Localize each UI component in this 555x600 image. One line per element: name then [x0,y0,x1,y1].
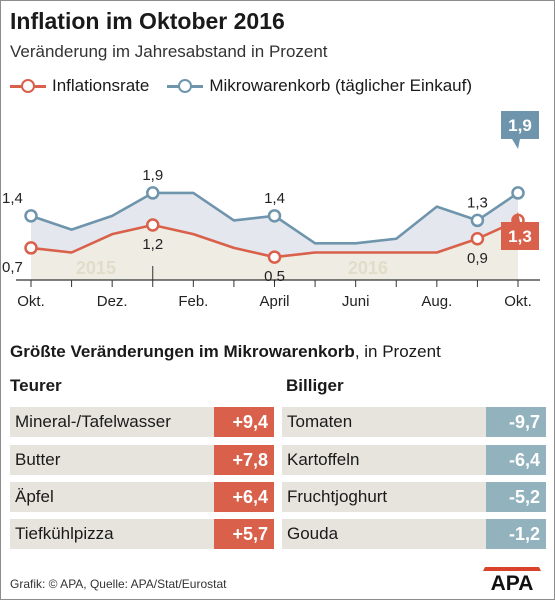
mikro-marker [267,209,282,223]
x-tick-label: Feb. [178,293,208,310]
inflation-marker [470,232,485,246]
mikro-end-label: 1,9 [508,116,532,135]
inflation-value-label: 1,2 [142,236,163,253]
teurer-row: Butter +7,8 [10,445,274,475]
teurer-row: Mineral-/Tafelwasser +9,4 [10,407,274,437]
year-label: 2015 [76,258,116,278]
x-tick-label: Okt. [17,293,45,310]
mikro-value-label: 1,9 [142,167,163,184]
mikro-end-badge: 1,9 [501,111,539,149]
legend-swatch-mikro [167,78,204,94]
inflation-end-badge-box [501,222,539,250]
teurer-heading: Teurer [10,376,62,395]
apa-logo: APA [483,567,541,591]
teurer-name: Tiefkühlpizza [15,524,114,543]
mikro-value-label: 1,4 [264,190,285,207]
billiger-name: Fruchtjoghurt [287,487,388,506]
mikro-marker [511,186,525,200]
inflation-marker [24,241,38,255]
x-tick-label: Juni [342,293,370,310]
billiger-name: Tomaten [287,412,353,431]
source-credit: Grafik: © APA, Quelle: APA/Stat/Eurostat [10,577,227,591]
line-chart: 2015 2016 Okt. Dez. Feb. April Juni Aug. Okt. 1,4… [2,111,540,310]
billiger-value: -9,7 [486,407,546,437]
chart-legend: Inflationsrate Mikrowarenkorb (täglicher… [10,73,490,99]
inflation-end-badge: 1,3 [501,212,539,250]
legend-label-inflation: Inflationsrate [52,76,150,95]
inflation-value-label: 0,9 [467,250,488,267]
teurer-value: +5,7 [214,519,274,549]
changes-title-rest: , in Prozent [354,342,441,361]
teurer-value: +7,8 [214,445,274,475]
billiger-heading: Billiger [286,376,344,395]
teurer-row: Äpfel +6,4 [10,482,274,512]
billiger-name: Gouda [287,524,339,543]
apa-logo-swoosh [483,567,541,571]
mikro-marker [24,209,38,223]
billiger-row: Kartoffeln -6,4 [282,445,546,475]
billiger-value: -6,4 [486,445,546,475]
x-tick-label: Okt. [504,293,532,310]
billiger-row: Tomaten -9,7 [282,407,546,437]
billiger-value: -1,2 [486,519,546,549]
year-label: 2016 [348,258,388,278]
apa-logo-text: APA [491,572,534,591]
inflation-value-label: 0,7 [2,259,23,276]
teurer-value: +9,4 [214,407,274,437]
billiger-row: Fruchtjoghurt -5,2 [282,482,546,512]
legend-swatch-inflation [10,78,46,94]
inflation-marker [267,250,282,264]
teurer-name: Mineral-/Tafelwasser [15,412,171,431]
mikro-end-badge-box [501,111,539,139]
x-tick-label: April [259,293,289,310]
page-title: Inflation im Oktober 2016 [10,8,285,34]
page-subtitle: Veränderung im Jahresabstand in Prozent [10,42,328,61]
mikro-area [31,192,518,258]
teurer-name: Butter [15,450,61,469]
legend-label-mikro: Mikrowarenkorb (täglicher Einkauf) [209,76,472,95]
billiger-value: -5,2 [486,482,546,512]
billiger-name: Kartoffeln [287,450,360,469]
mikro-value-label: 1,4 [2,190,23,207]
inflation-end-label: 1,3 [508,227,532,246]
teurer-row: Tiefkühlpizza +5,7 [10,519,274,549]
teurer-name: Äpfel [15,487,54,506]
inflation-value-label: 0,5 [264,268,285,285]
inflation-marker [146,218,160,232]
inflation-area [31,220,518,280]
teurer-value: +6,4 [214,482,274,512]
changes-title-bold: Größte Veränderungen im Mikrowarenkorb [10,342,355,361]
mikro-marker [146,186,160,200]
changes-title: Größte Veränderungen im Mikrowarenkorb, … [10,342,441,362]
x-tick-label: Dez. [97,293,128,310]
legend-item-inflation: Inflationsrate [10,76,149,96]
inflation-end-pointer [512,212,520,222]
billiger-row: Gouda -1,2 [282,519,546,549]
legend-item-mikro: Mikrowarenkorb (täglicher Einkauf) [167,76,472,96]
mikro-value-label: 1,3 [467,194,488,211]
x-tick-label: Aug. [421,293,452,310]
mikro-marker [470,213,485,228]
mikro-end-pointer [512,139,520,149]
